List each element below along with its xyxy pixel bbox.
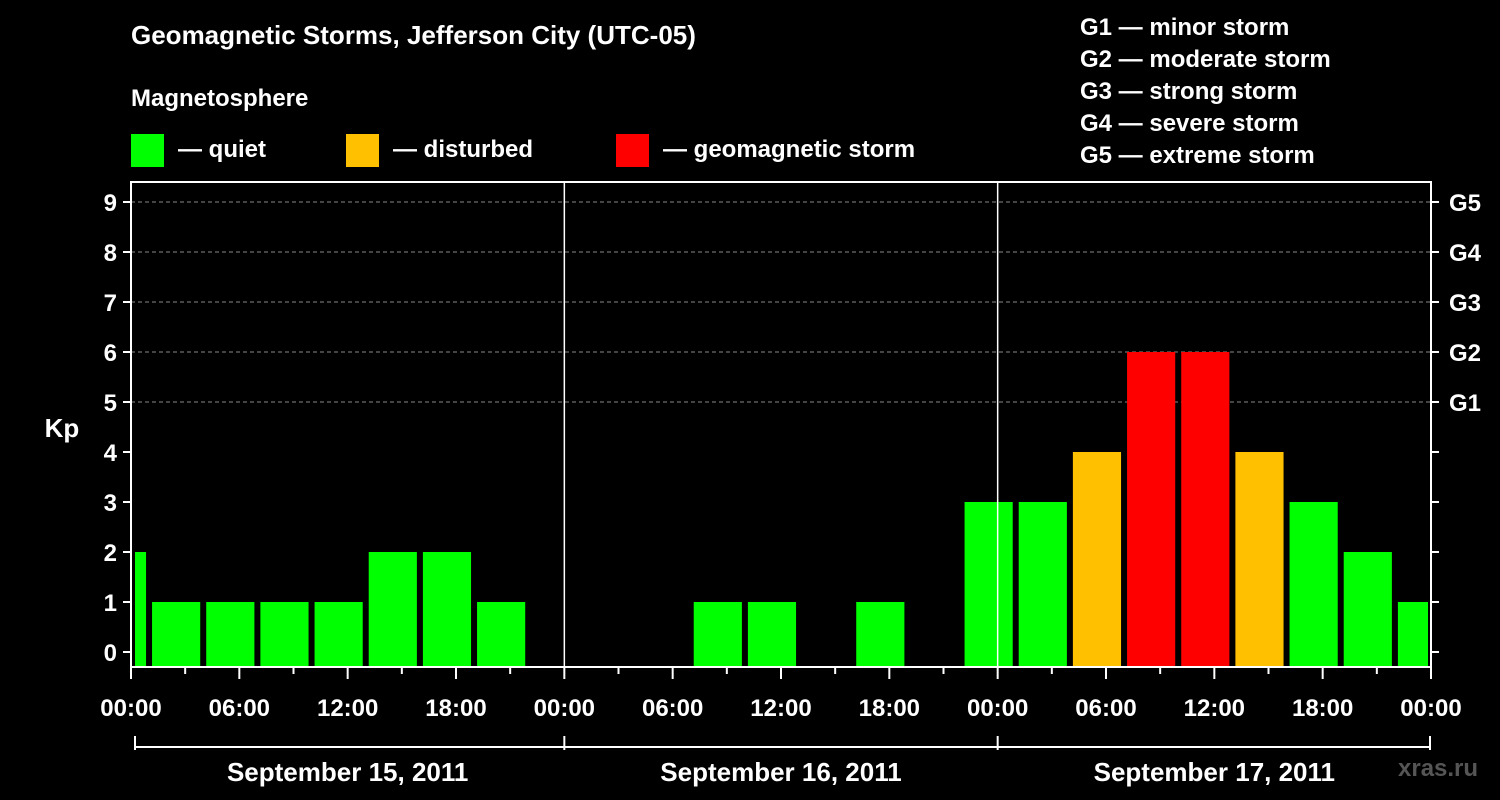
- legend-quiet: — quiet: [131, 133, 266, 167]
- g-scale-item: G2 — moderate storm: [1080, 46, 1331, 73]
- kp-bar: [422, 552, 472, 667]
- legend-disturbed: — disturbed: [346, 133, 533, 167]
- g-scale-item: G5 — extreme storm: [1080, 142, 1315, 169]
- legend-quiet-label: — quiet: [178, 136, 266, 163]
- kp-bar: [964, 502, 1013, 667]
- kp-bar: [368, 552, 417, 667]
- y-tick-label: 3: [104, 490, 117, 517]
- g-scale-item: G1 — minor storm: [1080, 14, 1290, 41]
- x-tick-label: 12:00: [1184, 695, 1245, 722]
- x-tick-label: 00:00: [100, 695, 161, 722]
- kp-bar: [1072, 452, 1122, 667]
- g-level-label: G3: [1449, 290, 1481, 317]
- kp-bar: [856, 602, 905, 667]
- y-tick-label: 1: [104, 590, 117, 617]
- y-axis-label: Kp: [45, 413, 80, 443]
- x-tick-label: 00:00: [967, 695, 1028, 722]
- legend-disturbed-swatch: [346, 133, 379, 167]
- legend-quiet-swatch: [131, 133, 164, 167]
- kp-bar: [135, 552, 147, 667]
- kp-bar: [206, 602, 255, 667]
- chart-title: Geomagnetic Storms, Jefferson City (UTC-…: [131, 20, 696, 50]
- x-tick-label: 12:00: [317, 695, 378, 722]
- legend-storm-label: — geomagnetic storm: [663, 136, 916, 163]
- kp-bar: [1343, 552, 1392, 667]
- g-level-label: G2: [1449, 340, 1481, 367]
- kp-bar: [1289, 502, 1338, 667]
- day-label: September 16, 2011: [660, 757, 901, 787]
- legend-storm-swatch: [616, 133, 649, 167]
- y-tick-label: 5: [104, 390, 117, 417]
- kp-bar: [1018, 502, 1067, 667]
- g-level-label: G4: [1449, 240, 1482, 267]
- y-tick-label: 9: [104, 190, 117, 217]
- y-tick-label: 8: [104, 240, 117, 267]
- x-tick-label: 06:00: [209, 695, 270, 722]
- y-tick-label: 7: [104, 290, 117, 317]
- kp-bar: [260, 602, 309, 667]
- x-tick-label: 18:00: [425, 695, 486, 722]
- kp-bar: [693, 602, 742, 667]
- x-tick-label: 06:00: [1075, 695, 1136, 722]
- legend-disturbed-label: — disturbed: [393, 136, 534, 163]
- x-tick-label: 12:00: [750, 695, 811, 722]
- x-tick-label: 06:00: [642, 695, 703, 722]
- kp-bar: [1235, 452, 1284, 667]
- y-tick-label: 2: [104, 540, 117, 567]
- g-scale-item: G3 — strong storm: [1080, 78, 1298, 105]
- legend-storm: — geomagnetic storm: [616, 133, 915, 167]
- brand-watermark: xras.ru: [1398, 755, 1479, 782]
- y-tick-label: 0: [104, 640, 117, 667]
- kp-bar: [1397, 602, 1428, 667]
- x-tick-label: 18:00: [1292, 695, 1353, 722]
- x-tick-label: 18:00: [859, 695, 920, 722]
- x-tick-label: 00:00: [534, 695, 595, 722]
- kp-bar: [314, 602, 363, 667]
- g-scale-legend: G1 — minor storm G2 — moderate storm G3 …: [1080, 12, 1331, 172]
- kp-bar: [747, 602, 797, 667]
- kp-bar: [152, 602, 201, 667]
- day-label: September 15, 2011: [227, 757, 468, 787]
- g-level-label: G5: [1449, 190, 1481, 217]
- kp-bar: [1181, 352, 1230, 667]
- g-scale-item: G4 — severe storm: [1080, 110, 1299, 137]
- kp-bar: [1127, 352, 1176, 667]
- kp-bar: [477, 602, 526, 667]
- magnetosphere-label: Magnetosphere: [131, 85, 309, 112]
- y-tick-label: 6: [104, 340, 117, 367]
- y-tick-label: 4: [104, 440, 118, 467]
- x-tick-label: 00:00: [1400, 695, 1461, 722]
- day-label: September 17, 2011: [1094, 757, 1335, 787]
- g-level-label: G1: [1449, 390, 1481, 417]
